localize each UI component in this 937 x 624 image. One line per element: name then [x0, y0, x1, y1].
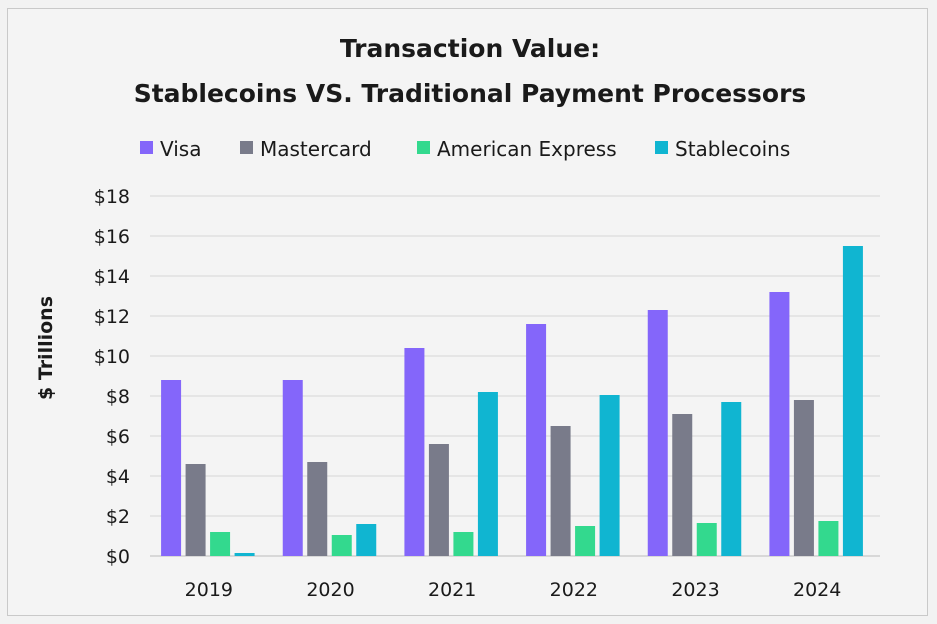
y-tick-label: $14 [94, 266, 130, 288]
legend-label-mastercard: Mastercard [260, 137, 372, 161]
bar-visa-2021 [404, 348, 425, 556]
bar-stablecoins-2019 [234, 553, 255, 556]
legend-label-stablecoins: Stablecoins [675, 137, 790, 161]
bar-american-express-2021 [453, 532, 474, 556]
legend-swatch-american-express [417, 141, 430, 154]
bar-mastercard-2021 [428, 444, 449, 556]
bar-stablecoins-2022 [599, 395, 620, 556]
y-tick-label: $18 [94, 186, 130, 208]
legend-swatch-mastercard [240, 141, 253, 154]
bar-mastercard-2022 [550, 426, 571, 556]
y-tick-label: $0 [106, 546, 130, 568]
bar-visa-2022 [526, 324, 547, 556]
bar-stablecoins-2021 [477, 392, 498, 556]
bar-visa-2024 [769, 292, 790, 556]
legend: Visa Mastercard American Express Stablecoin… [140, 137, 790, 161]
x-tick-label: 2023 [671, 579, 719, 601]
y-tick-label: $8 [106, 386, 130, 408]
x-tick-label: 2020 [306, 579, 354, 601]
y-tick-label: $12 [94, 306, 130, 328]
legend-swatch-stablecoins [655, 141, 668, 154]
x-axis-ticks: 2019 2020 2021 2022 2023 2024 [185, 579, 842, 601]
y-tick-label: $16 [94, 226, 130, 248]
bar-stablecoins-2023 [721, 402, 742, 556]
chart-subtitle: Stablecoins VS. Traditional Payment Proc… [134, 79, 807, 108]
bar-stablecoins-2020 [356, 524, 377, 556]
bar-american-express-2020 [331, 535, 352, 556]
bar-american-express-2024 [818, 521, 839, 556]
legend-label-visa: Visa [160, 137, 201, 161]
bar-mastercard-2024 [793, 400, 814, 556]
legend-label-american-express: American Express [437, 137, 617, 161]
chart-title: Transaction Value: [340, 34, 600, 63]
bar-american-express-2023 [696, 523, 717, 556]
bar-visa-2020 [282, 380, 303, 556]
bar-mastercard-2023 [672, 414, 693, 556]
legend-swatch-visa [140, 141, 153, 154]
y-axis-label: $ Trillions [35, 296, 57, 400]
y-tick-label: $6 [106, 426, 130, 448]
x-tick-label: 2022 [550, 579, 598, 601]
bars [161, 246, 863, 556]
bar-american-express-2019 [210, 532, 231, 556]
y-tick-label: $10 [94, 346, 130, 368]
bar-visa-2023 [647, 310, 668, 556]
x-tick-label: 2019 [185, 579, 233, 601]
gridlines [150, 195, 880, 557]
bar-mastercard-2019 [185, 464, 206, 556]
bar-visa-2019 [161, 380, 182, 556]
x-tick-label: 2024 [793, 579, 841, 601]
y-tick-label: $4 [106, 466, 130, 488]
y-axis-ticks: $0 $2 $4 $6 $8 $10 $12 $14 $16 $18 [94, 186, 130, 568]
y-tick-label: $2 [106, 506, 130, 528]
x-tick-label: 2021 [428, 579, 476, 601]
bar-stablecoins-2024 [842, 246, 863, 556]
bar-mastercard-2020 [307, 462, 328, 556]
bar-american-express-2022 [575, 526, 596, 556]
